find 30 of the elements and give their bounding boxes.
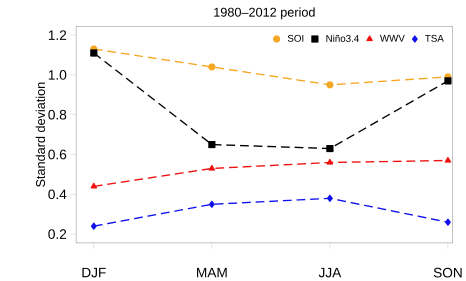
y-tick-label: 0.2 xyxy=(48,229,66,240)
y-tick-label: 0.6 xyxy=(48,150,66,160)
point xyxy=(444,77,452,85)
y-tick-label: 1.0 xyxy=(48,70,66,80)
y-tick-label: 0.4 xyxy=(48,190,66,200)
legend-label: WWV xyxy=(380,35,405,42)
point xyxy=(208,200,215,208)
point xyxy=(208,63,216,71)
point xyxy=(208,164,216,171)
x-tick-label: MAM xyxy=(197,268,227,278)
legend-label: Niño3.4 xyxy=(326,34,359,42)
point xyxy=(326,81,334,89)
x-tick-label: JJA xyxy=(318,268,342,278)
point xyxy=(90,222,97,230)
y-tick-label: 0.8 xyxy=(48,110,66,120)
legend-label: SOI xyxy=(288,35,304,42)
point xyxy=(327,194,333,202)
x-tick-label: SON xyxy=(434,268,462,278)
point xyxy=(90,50,98,57)
y-axis-title: Standard deviation xyxy=(36,82,46,188)
point xyxy=(208,141,216,148)
point xyxy=(326,159,334,165)
point xyxy=(90,182,98,189)
point xyxy=(445,218,451,226)
chart-title: 1980–2012 period xyxy=(214,8,315,20)
point xyxy=(326,145,334,152)
y-tick-label: 1.2 xyxy=(48,30,66,40)
legend-label: TSA xyxy=(425,35,444,42)
x-tick-label: DJF xyxy=(82,268,106,278)
point xyxy=(444,157,452,163)
